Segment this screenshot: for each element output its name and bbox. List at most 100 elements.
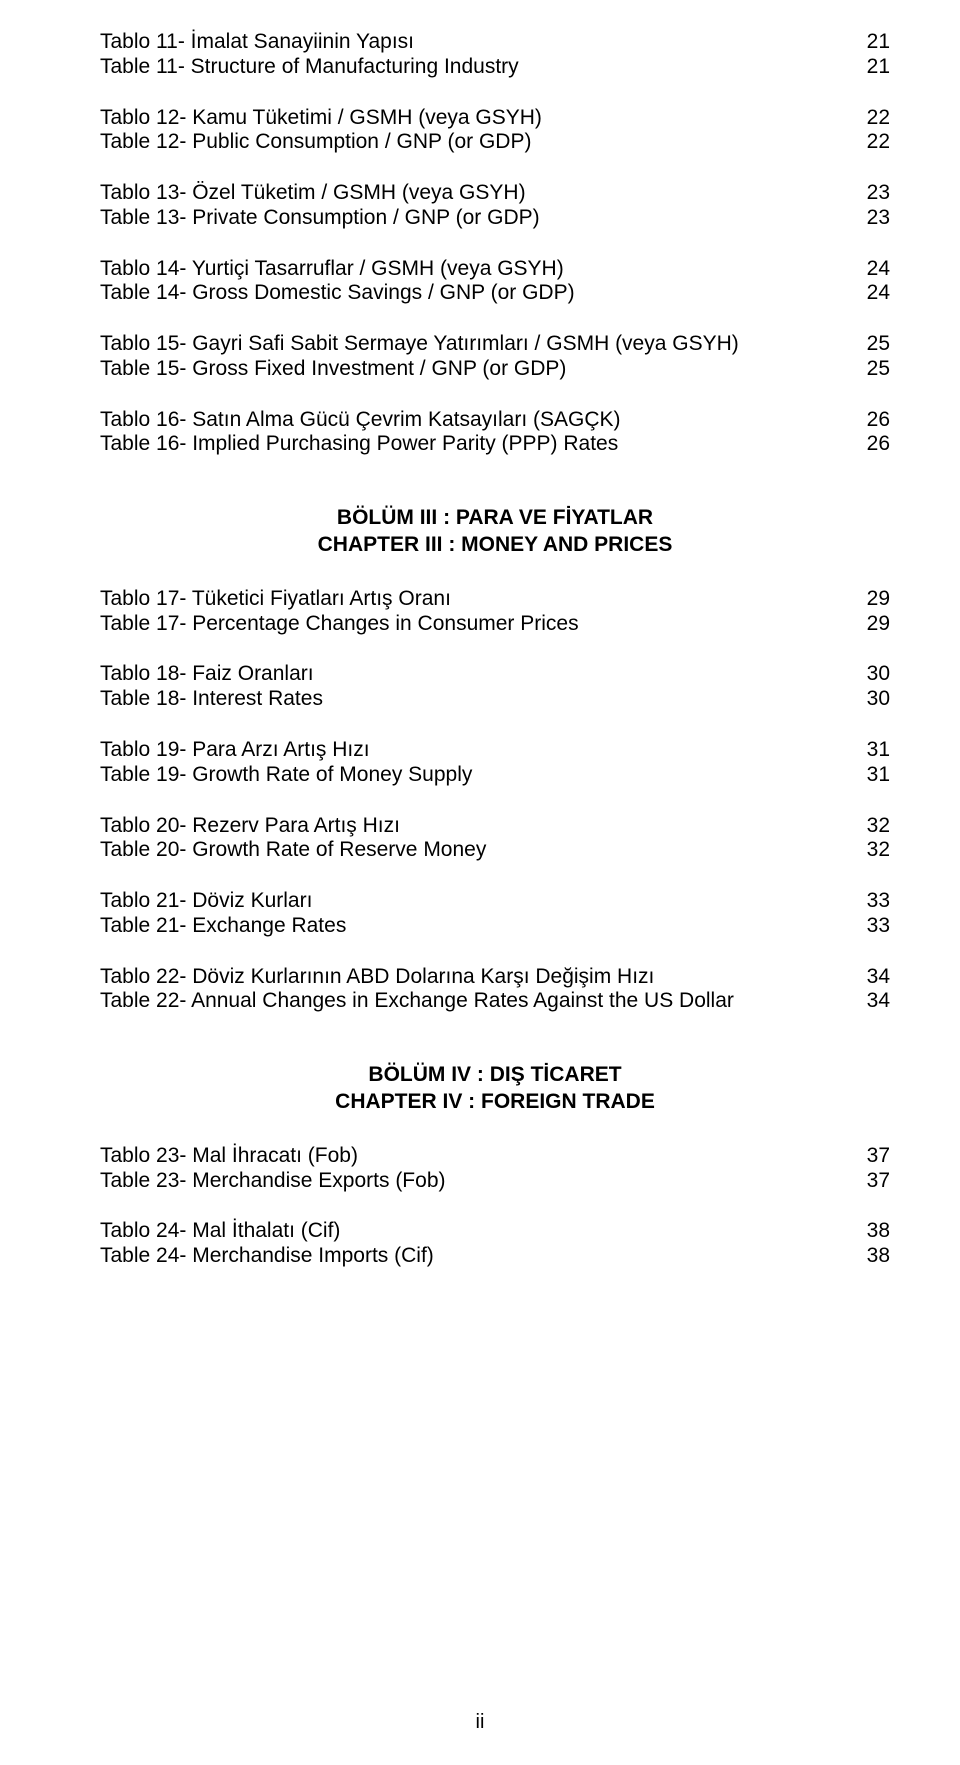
toc-label-tr: Tablo 17- Tüketici Fiyatları Artış Oranı: [100, 587, 856, 612]
toc-row: Table 17- Percentage Changes in Consumer…: [100, 612, 890, 637]
section-title-en: CHAPTER III : MONEY AND PRICES: [100, 532, 890, 559]
toc-block: Tablo 14- Yurtiçi Tasarruflar / GSMH (ve…: [100, 257, 890, 307]
toc-page-tr: 37: [856, 1144, 890, 1169]
toc-page-en: 29: [856, 612, 890, 637]
toc-row: Tablo 12- Kamu Tüketimi / GSMH (veya GSY…: [100, 106, 890, 131]
toc-row: Table 19- Growth Rate of Money Supply 31: [100, 763, 890, 788]
section-title-tr: BÖLÜM III : PARA VE FİYATLAR: [100, 505, 890, 532]
toc-page-en: 38: [856, 1244, 890, 1269]
section-title-4: BÖLÜM IV : DIŞ TİCARET CHAPTER IV : FORE…: [100, 1062, 890, 1116]
toc-page-en: 37: [856, 1169, 890, 1194]
toc-label-tr: Tablo 15- Gayri Safi Sabit Sermaye Yatır…: [100, 332, 856, 357]
toc-page-en: 22: [856, 130, 890, 155]
toc-label-en: Table 15- Gross Fixed Investment / GNP (…: [100, 357, 856, 382]
toc-block: Tablo 16- Satın Alma Gücü Çevrim Katsayı…: [100, 408, 890, 458]
toc-label-en: Table 24- Merchandise Imports (Cif): [100, 1244, 856, 1269]
toc-page-tr: 25: [856, 332, 890, 357]
toc-row: Table 18- Interest Rates 30: [100, 687, 890, 712]
toc-row: Tablo 23- Mal İhracatı (Fob) 37: [100, 1144, 890, 1169]
toc-label-en: Table 12- Public Consumption / GNP (or G…: [100, 130, 856, 155]
toc-block: Tablo 11- İmalat Sanayiinin Yapısı 21 Ta…: [100, 30, 890, 80]
toc-label-tr: Tablo 24- Mal İthalatı (Cif): [100, 1219, 856, 1244]
toc-label-tr: Tablo 20- Rezerv Para Artış Hızı: [100, 814, 856, 839]
toc-page-tr: 31: [856, 738, 890, 763]
toc-label-tr: Tablo 23- Mal İhracatı (Fob): [100, 1144, 856, 1169]
toc-label-en: Table 21- Exchange Rates: [100, 914, 856, 939]
toc-label-en: Table 22- Annual Changes in Exchange Rat…: [100, 989, 856, 1014]
section-title-tr: BÖLÜM IV : DIŞ TİCARET: [100, 1062, 890, 1089]
toc-page-en: 30: [856, 687, 890, 712]
toc-block: Tablo 21- Döviz Kurları 33 Table 21- Exc…: [100, 889, 890, 939]
toc-row: Tablo 15- Gayri Safi Sabit Sermaye Yatır…: [100, 332, 890, 357]
toc-label-tr: Tablo 21- Döviz Kurları: [100, 889, 856, 914]
toc-row: Table 22- Annual Changes in Exchange Rat…: [100, 989, 890, 1014]
toc-row: Table 14- Gross Domestic Savings / GNP (…: [100, 281, 890, 306]
toc-label-tr: Tablo 18- Faiz Oranları: [100, 662, 856, 687]
toc-label-en: Table 23- Merchandise Exports (Fob): [100, 1169, 856, 1194]
toc-page-en: 31: [856, 763, 890, 788]
toc-row: Table 12- Public Consumption / GNP (or G…: [100, 130, 890, 155]
toc-row: Table 16- Implied Purchasing Power Parit…: [100, 432, 890, 457]
toc-page-tr: 23: [856, 181, 890, 206]
toc-label-tr: Tablo 16- Satın Alma Gücü Çevrim Katsayı…: [100, 408, 856, 433]
toc-page-en: 21: [856, 55, 890, 80]
toc-page-tr: 29: [856, 587, 890, 612]
toc-page-en: 33: [856, 914, 890, 939]
toc-block: Tablo 12- Kamu Tüketimi / GSMH (veya GSY…: [100, 106, 890, 156]
toc-label-en: Table 19- Growth Rate of Money Supply: [100, 763, 856, 788]
toc-label-en: Table 20- Growth Rate of Reserve Money: [100, 838, 856, 863]
toc-row: Tablo 16- Satın Alma Gücü Çevrim Katsayı…: [100, 408, 890, 433]
toc-row: Table 23- Merchandise Exports (Fob) 37: [100, 1169, 890, 1194]
toc-label-en: Table 18- Interest Rates: [100, 687, 856, 712]
toc-row: Tablo 21- Döviz Kurları 33: [100, 889, 890, 914]
toc-page-en: 24: [856, 281, 890, 306]
toc-row: Tablo 11- İmalat Sanayiinin Yapısı 21: [100, 30, 890, 55]
toc-label-tr: Tablo 19- Para Arzı Artış Hızı: [100, 738, 856, 763]
toc-label-tr: Tablo 13- Özel Tüketim / GSMH (veya GSYH…: [100, 181, 856, 206]
toc-page-en: 34: [856, 989, 890, 1014]
section-title-en: CHAPTER IV : FOREIGN TRADE: [100, 1089, 890, 1116]
toc-page-tr: 32: [856, 814, 890, 839]
page-container: Tablo 11- İmalat Sanayiinin Yapısı 21 Ta…: [0, 0, 960, 1765]
toc-row: Tablo 14- Yurtiçi Tasarruflar / GSMH (ve…: [100, 257, 890, 282]
toc-page-en: 26: [856, 432, 890, 457]
toc-page-en: 23: [856, 206, 890, 231]
toc-row: Table 24- Merchandise Imports (Cif) 38: [100, 1244, 890, 1269]
toc-page-tr: 34: [856, 965, 890, 990]
toc-block: Tablo 13- Özel Tüketim / GSMH (veya GSYH…: [100, 181, 890, 231]
toc-page-tr: 24: [856, 257, 890, 282]
toc-page-tr: 21: [856, 30, 890, 55]
toc-page-tr: 22: [856, 106, 890, 131]
toc-row: Tablo 18- Faiz Oranları 30: [100, 662, 890, 687]
toc-block: Tablo 18- Faiz Oranları 30 Table 18- Int…: [100, 662, 890, 712]
toc-label-en: Table 13- Private Consumption / GNP (or …: [100, 206, 856, 231]
toc-label-tr: Tablo 12- Kamu Tüketimi / GSMH (veya GSY…: [100, 106, 856, 131]
toc-page-tr: 26: [856, 408, 890, 433]
toc-row: Tablo 17- Tüketici Fiyatları Artış Oranı…: [100, 587, 890, 612]
toc-label-en: Table 16- Implied Purchasing Power Parit…: [100, 432, 856, 457]
toc-label-tr: Tablo 22- Döviz Kurlarının ABD Dolarına …: [100, 965, 856, 990]
toc-row: Table 21- Exchange Rates 33: [100, 914, 890, 939]
section-title-3: BÖLÜM III : PARA VE FİYATLAR CHAPTER III…: [100, 505, 890, 559]
toc-label-tr: Tablo 14- Yurtiçi Tasarruflar / GSMH (ve…: [100, 257, 856, 282]
toc-row: Table 15- Gross Fixed Investment / GNP (…: [100, 357, 890, 382]
toc-page-en: 32: [856, 838, 890, 863]
toc-label-tr: Tablo 11- İmalat Sanayiinin Yapısı: [100, 30, 856, 55]
toc-page-tr: 30: [856, 662, 890, 687]
toc-row: Tablo 20- Rezerv Para Artış Hızı 32: [100, 814, 890, 839]
toc-block: Tablo 15- Gayri Safi Sabit Sermaye Yatır…: [100, 332, 890, 382]
toc-block: Tablo 22- Döviz Kurlarının ABD Dolarına …: [100, 965, 890, 1015]
page-number-footer: ii: [0, 1711, 960, 1735]
toc-row: Table 13- Private Consumption / GNP (or …: [100, 206, 890, 231]
toc-page-en: 25: [856, 357, 890, 382]
toc-label-en: Table 11- Structure of Manufacturing Ind…: [100, 55, 856, 80]
toc-block: Tablo 19- Para Arzı Artış Hızı 31 Table …: [100, 738, 890, 788]
toc-label-en: Table 14- Gross Domestic Savings / GNP (…: [100, 281, 856, 306]
toc-block: Tablo 24- Mal İthalatı (Cif) 38 Table 24…: [100, 1219, 890, 1269]
toc-page-tr: 33: [856, 889, 890, 914]
toc-block: Tablo 17- Tüketici Fiyatları Artış Oranı…: [100, 587, 890, 637]
toc-label-en: Table 17- Percentage Changes in Consumer…: [100, 612, 856, 637]
toc-row: Tablo 24- Mal İthalatı (Cif) 38: [100, 1219, 890, 1244]
toc-row: Table 11- Structure of Manufacturing Ind…: [100, 55, 890, 80]
toc-page-tr: 38: [856, 1219, 890, 1244]
